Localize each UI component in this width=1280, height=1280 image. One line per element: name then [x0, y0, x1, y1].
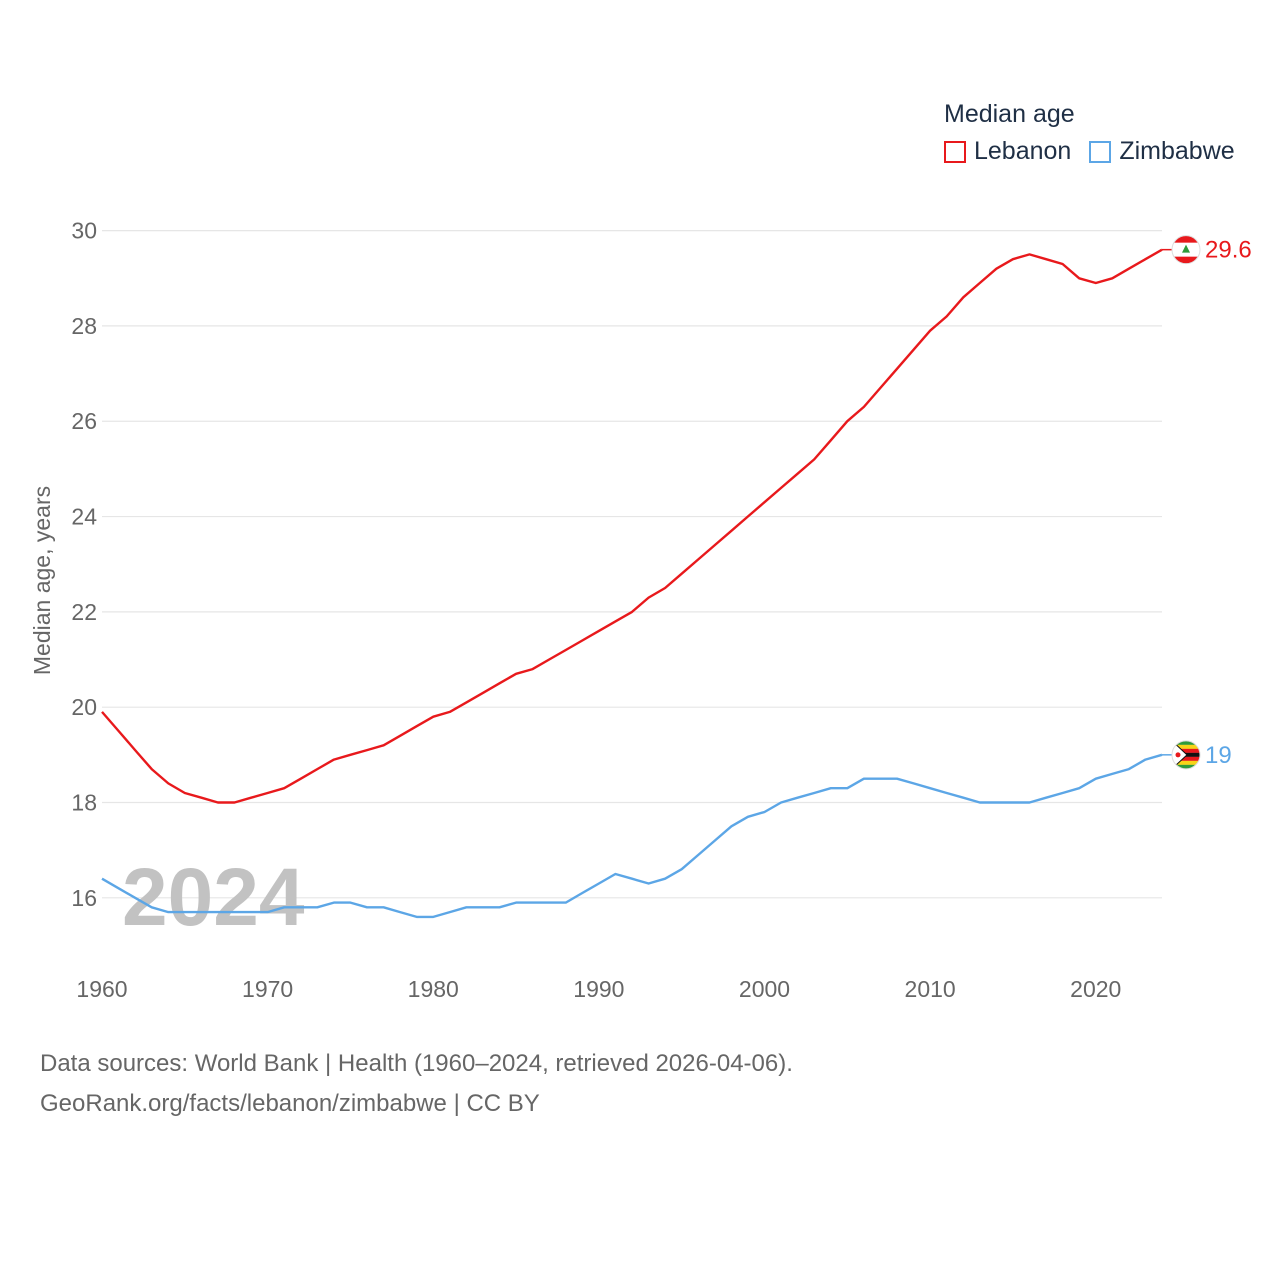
legend-label-lebanon: Lebanon — [974, 137, 1072, 165]
y-tick-label: 28 — [71, 313, 97, 339]
legend-swatch-lebanon — [944, 140, 966, 163]
x-tick-label: 2010 — [905, 976, 956, 1002]
y-tick-label: 24 — [71, 504, 97, 530]
legend-item-lebanon[interactable]: Lebanon — [944, 137, 1071, 166]
y-tick-label: 16 — [71, 885, 97, 911]
flag-zimbabwe-icon — [1171, 740, 1201, 770]
legend-item-zimbabwe[interactable]: Zimbabwe — [1089, 137, 1235, 166]
source-url[interactable]: GeoRank.org/facts/lebanon/zimbabwe | CC … — [40, 1090, 540, 1117]
flag-lebanon-icon — [1171, 235, 1201, 265]
y-tick-label: 30 — [71, 218, 97, 244]
end-value-label-zimbabwe: 19 — [1205, 742, 1232, 769]
legend-swatch-zimbabwe — [1089, 140, 1112, 163]
x-tick-label: 1970 — [242, 976, 293, 1002]
series-layer: 29.6 19 — [101, 235, 1252, 919]
series-line-zimbabwe[interactable] — [101, 753, 1163, 919]
axis-tick-labels: 16 18 20 22 24 26 28 30 1960 1970 1980 1990 2000 2010… — [71, 218, 1121, 1002]
gridlines — [102, 229, 1162, 899]
year-watermark: 2024 — [122, 852, 305, 943]
x-tick-label: 2020 — [1070, 976, 1121, 1002]
y-tick-label: 18 — [71, 789, 97, 815]
y-tick-label: 22 — [71, 599, 97, 625]
legend-label-zimbabwe: Zimbabwe — [1119, 137, 1235, 165]
end-value-label-lebanon: 29.6 — [1205, 237, 1252, 264]
data-source-note: Data sources: World Bank | Health (1960–… — [40, 1050, 793, 1077]
x-tick-label: 1980 — [408, 976, 459, 1002]
y-tick-label: 26 — [71, 408, 97, 434]
series-line-lebanon[interactable] — [101, 248, 1163, 804]
footer: Data sources: World Bank | Health (1960–… — [40, 1044, 793, 1124]
x-tick-label: 1990 — [573, 976, 624, 1002]
legend-title: Median age — [944, 100, 1075, 128]
legend: Median age Lebanon Zimbabwe — [944, 100, 1253, 166]
y-axis-title: Median age, years — [29, 486, 55, 675]
y-tick-label: 20 — [71, 694, 97, 720]
x-tick-label: 1960 — [76, 976, 127, 1002]
x-tick-label: 2000 — [739, 976, 790, 1002]
